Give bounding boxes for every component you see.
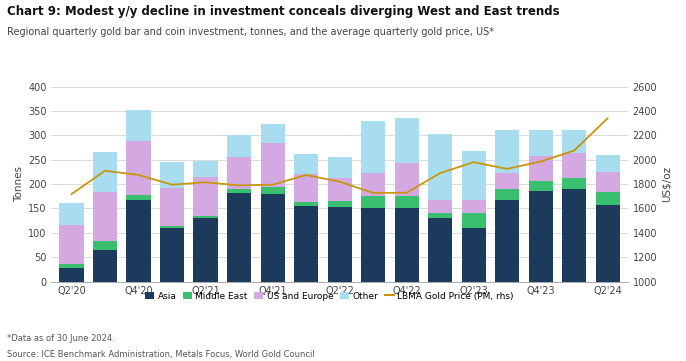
Bar [160, 226, 184, 228]
Bar [261, 187, 285, 194]
Bar [160, 188, 184, 226]
LBMA Gold Price (PM, rhs) [67, 192, 75, 196]
LBMA Gold Price (PM, rhs) [570, 148, 578, 153]
Bar [93, 152, 117, 192]
Bar [60, 203, 84, 225]
Bar [428, 213, 452, 218]
Bar [60, 268, 84, 282]
Bar [60, 264, 84, 268]
Bar [261, 143, 285, 187]
Bar [227, 135, 251, 157]
Bar [126, 200, 151, 282]
Bar [361, 121, 385, 173]
LBMA Gold Price (PM, rhs) [268, 183, 276, 187]
Bar [294, 155, 318, 174]
Bar [428, 134, 452, 200]
Bar [595, 205, 619, 282]
Bar [528, 130, 553, 156]
Bar [227, 157, 251, 189]
Bar [327, 157, 352, 178]
Bar [528, 191, 553, 282]
Bar [562, 130, 586, 153]
Bar [60, 225, 84, 264]
LBMA Gold Price (PM, rhs) [134, 173, 143, 177]
Line: LBMA Gold Price (PM, rhs): LBMA Gold Price (PM, rhs) [71, 118, 608, 194]
Bar [227, 193, 251, 282]
Bar [361, 173, 385, 196]
Y-axis label: US$/oz: US$/oz [661, 166, 672, 202]
Bar [462, 228, 486, 282]
Bar [227, 189, 251, 193]
Bar [361, 196, 385, 208]
Bar [528, 181, 553, 191]
LBMA Gold Price (PM, rhs) [302, 173, 310, 177]
Bar [595, 172, 619, 192]
Bar [394, 208, 418, 282]
Bar [327, 178, 352, 201]
Bar [495, 173, 519, 189]
Bar [562, 189, 586, 282]
Bar [428, 218, 452, 282]
Bar [327, 207, 352, 282]
Bar [294, 174, 318, 202]
LBMA Gold Price (PM, rhs) [168, 183, 176, 187]
Bar [495, 200, 519, 282]
Bar [261, 124, 285, 143]
Bar [562, 178, 586, 189]
Bar [193, 161, 217, 177]
LBMA Gold Price (PM, rhs) [604, 116, 612, 121]
Bar [562, 153, 586, 178]
Bar [595, 192, 619, 205]
Bar [93, 241, 117, 250]
LBMA Gold Price (PM, rhs) [403, 191, 411, 195]
Bar [93, 250, 117, 282]
Bar [394, 163, 418, 196]
Bar [361, 208, 385, 282]
Bar [394, 118, 418, 163]
Bar [160, 162, 184, 188]
Legend: Asia, Middle East, US and Europe, Other, LBMA Gold Price (PM, rhs): Asia, Middle East, US and Europe, Other,… [141, 288, 517, 304]
Bar [261, 194, 285, 282]
Bar [160, 228, 184, 282]
LBMA Gold Price (PM, rhs) [235, 183, 243, 187]
Bar [428, 200, 452, 213]
Bar [462, 213, 486, 228]
Text: Source: ICE Benchmark Administration, Metals Focus, World Gold Council: Source: ICE Benchmark Administration, Me… [7, 350, 315, 359]
Bar [462, 200, 486, 213]
Bar [294, 206, 318, 282]
Bar [126, 195, 151, 200]
LBMA Gold Price (PM, rhs) [369, 191, 377, 195]
Bar [126, 109, 151, 141]
Bar [193, 216, 217, 218]
LBMA Gold Price (PM, rhs) [536, 160, 545, 164]
Bar [595, 155, 619, 172]
Bar [126, 141, 151, 195]
LBMA Gold Price (PM, rhs) [503, 167, 511, 171]
Bar [495, 130, 519, 173]
LBMA Gold Price (PM, rhs) [202, 180, 210, 184]
Y-axis label: Tonnes: Tonnes [14, 166, 24, 202]
Bar [193, 177, 217, 216]
Bar [462, 151, 486, 200]
Text: *Data as of 30 June 2024.: *Data as of 30 June 2024. [7, 334, 115, 343]
Bar [495, 189, 519, 200]
Bar [394, 196, 418, 208]
Bar [528, 156, 553, 181]
Text: Regional quarterly gold bar and coin investment, tonnes, and the average quarter: Regional quarterly gold bar and coin inv… [7, 27, 494, 37]
Bar [294, 202, 318, 206]
LBMA Gold Price (PM, rhs) [469, 160, 477, 164]
Bar [93, 192, 117, 241]
LBMA Gold Price (PM, rhs) [436, 171, 445, 175]
Bar [327, 201, 352, 207]
LBMA Gold Price (PM, rhs) [335, 179, 344, 184]
LBMA Gold Price (PM, rhs) [101, 169, 109, 173]
Bar [193, 218, 217, 282]
Text: Chart 9: Modest y/y decline in investment conceals diverging West and East trend: Chart 9: Modest y/y decline in investmen… [7, 5, 560, 18]
